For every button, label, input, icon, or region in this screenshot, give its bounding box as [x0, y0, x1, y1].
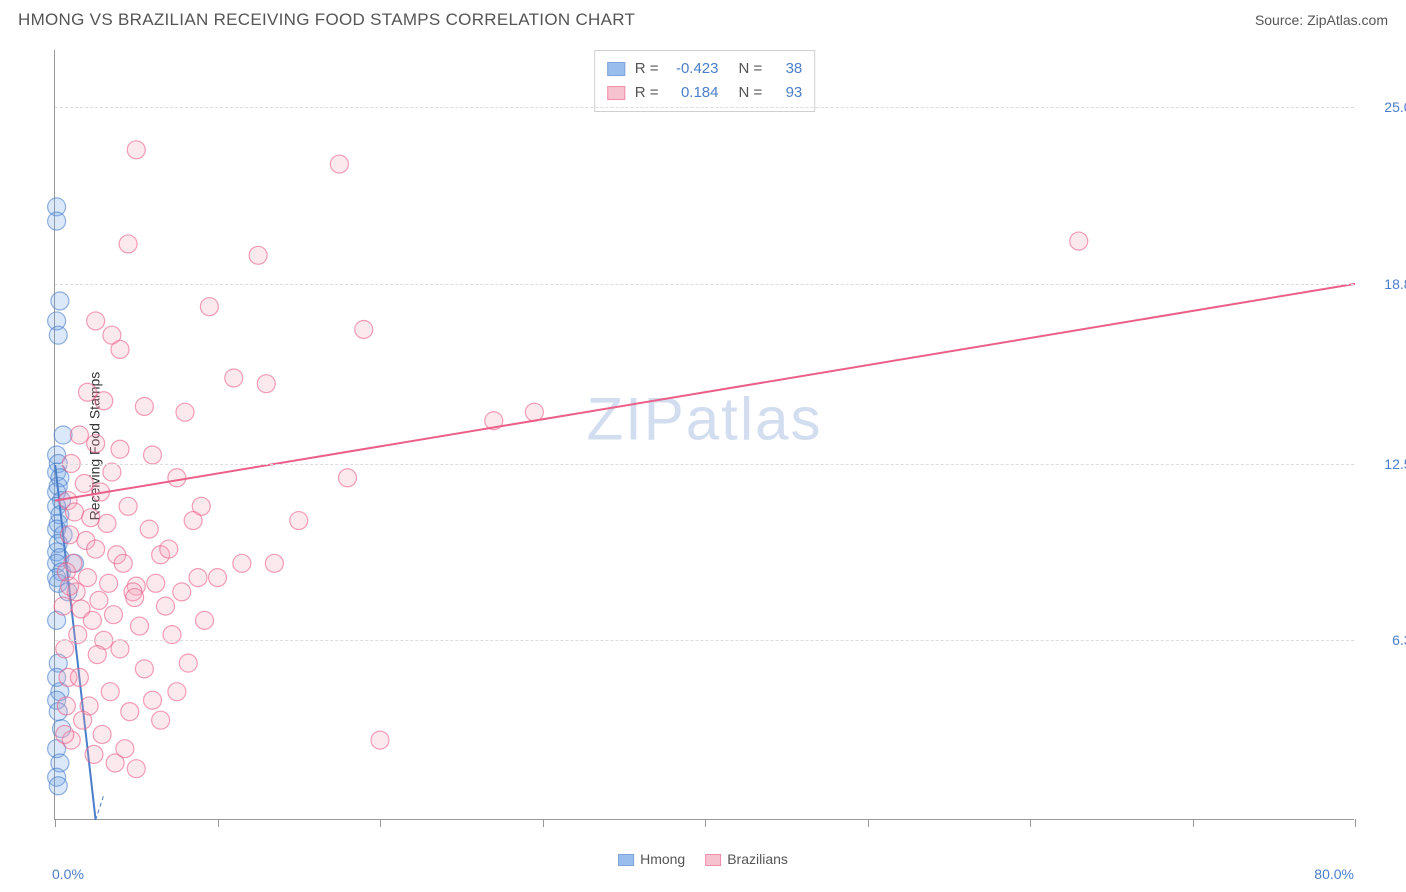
source-attribution: Source: ZipAtlas.com	[1255, 12, 1388, 28]
gridline	[55, 284, 1354, 285]
y-tick-label: 18.8%	[1384, 276, 1406, 292]
x-tick	[218, 819, 219, 827]
r-label: R =	[635, 57, 659, 81]
x-tick	[705, 819, 706, 827]
legend-item: Brazilians	[705, 851, 788, 867]
gridline	[55, 464, 1354, 465]
y-tick-label: 6.3%	[1392, 632, 1406, 648]
chart-plot-area: ZIPatlas R =-0.423N =38R =0.184N =93 6.3…	[54, 50, 1354, 820]
x-tick	[1193, 819, 1194, 827]
series-legend: Hmong Brazilians	[618, 851, 788, 867]
scatter-plot-svg	[55, 50, 1354, 819]
r-value: -0.423	[669, 57, 719, 81]
x-tick	[1355, 819, 1356, 827]
r-value: 0.184	[669, 81, 719, 105]
legend-series-label: Hmong	[640, 851, 685, 867]
x-axis-max-label: 80.0%	[1314, 866, 1354, 882]
legend-swatch-icon	[607, 86, 625, 100]
x-tick	[55, 819, 56, 827]
y-tick-label: 25.0%	[1384, 99, 1406, 115]
legend-item: Hmong	[618, 851, 685, 867]
legend-swatch-icon	[705, 854, 721, 866]
legend-series-label: Brazilians	[727, 851, 788, 867]
x-tick	[1030, 819, 1031, 827]
r-label: R =	[635, 81, 659, 105]
n-label: N =	[739, 57, 763, 81]
x-tick	[380, 819, 381, 827]
x-axis-min-label: 0.0%	[52, 866, 84, 882]
gridline	[55, 107, 1354, 108]
n-label: N =	[739, 81, 763, 105]
stats-row: R = 0.184 N = 93	[607, 81, 803, 105]
stats-row: R = -0.423 N = 38	[607, 57, 803, 81]
legend-swatch-icon	[618, 854, 634, 866]
n-value: 38	[772, 57, 802, 81]
n-value: 93	[772, 81, 802, 105]
y-tick-label: 12.5%	[1384, 456, 1406, 472]
x-tick	[543, 819, 544, 827]
gridline	[55, 640, 1354, 641]
legend-swatch-icon	[607, 62, 625, 76]
correlation-stats-box: R = -0.423 N = 38 R = 0.184 N = 93	[594, 50, 816, 112]
x-tick	[868, 819, 869, 827]
chart-title: HMONG VS BRAZILIAN RECEIVING FOOD STAMPS…	[18, 10, 635, 30]
